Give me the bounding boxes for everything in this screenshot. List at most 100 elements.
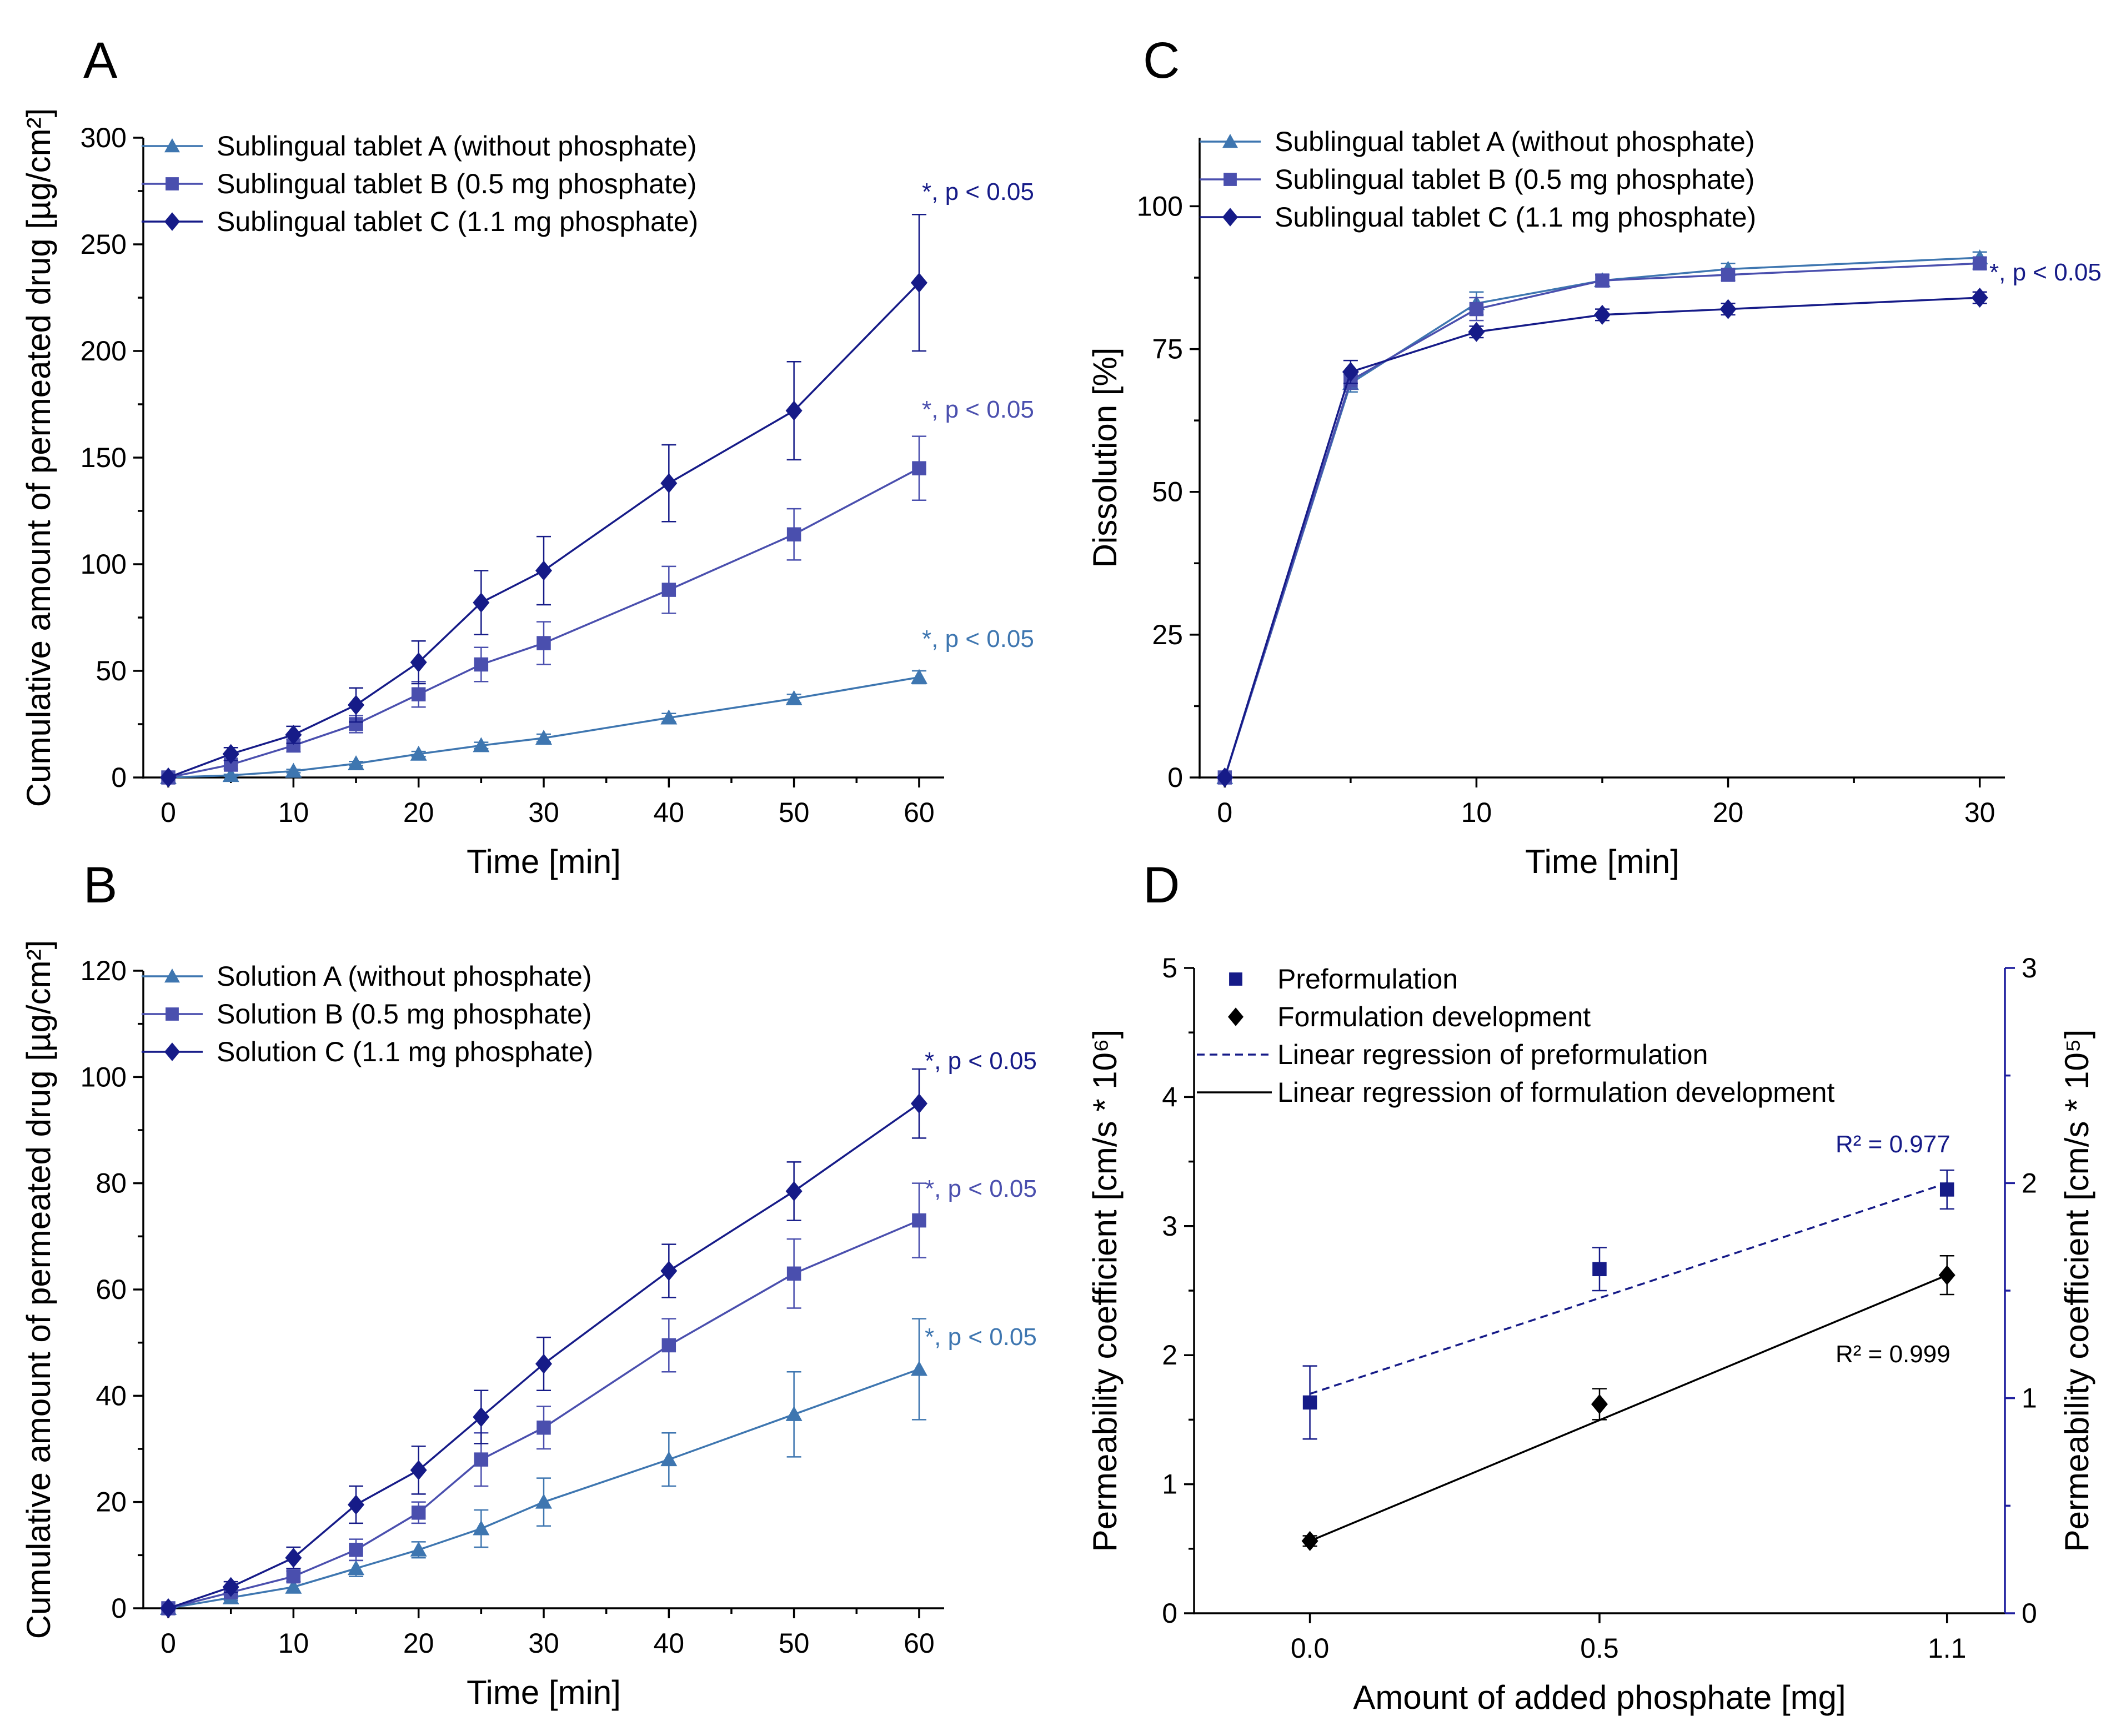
y-tick-label: 25 (1152, 619, 1183, 650)
data-point (660, 1451, 678, 1467)
legend-marker (1228, 1007, 1243, 1026)
series-3: *, p < 0.05 (160, 1047, 1037, 1618)
series-3: *, p < 0.05 (160, 178, 1034, 787)
series-2: *, p < 0.05 (161, 1175, 1037, 1615)
regression-line (1310, 1182, 1948, 1395)
x-tick-label: 10 (278, 1628, 309, 1659)
data-point (473, 1407, 490, 1427)
data-point (1939, 1182, 1954, 1197)
y-tick-label: 60 (96, 1274, 127, 1305)
y-tick-label: 300 (81, 122, 127, 153)
data-point (473, 737, 490, 752)
left-y-tick-label: 0 (1162, 1598, 1177, 1629)
series-line (168, 1220, 920, 1609)
data-point (1216, 767, 1234, 787)
y-tick-label: 120 (81, 955, 127, 986)
significance-annotation: *, p < 0.05 (925, 1323, 1037, 1351)
legend-label: Solution B (0.5 mg phosphate) (217, 999, 591, 1030)
legend-marker (1222, 208, 1238, 227)
legend-label: Sublingual tablet A (without phosphate) (217, 131, 697, 162)
legend-marker (166, 177, 179, 190)
data-point (285, 725, 302, 745)
series-2: *, p < 0.05 (161, 396, 1034, 785)
panel-A: A 0 10 20 30 40 50 60 0 50 100 150 200 250 300 Time [mi… (20, 32, 1034, 880)
data-point (222, 767, 239, 782)
data-point (912, 461, 926, 475)
legend-marker (1224, 173, 1237, 186)
y-tick-label: 80 (96, 1168, 127, 1199)
x-tick-label: 40 (654, 1628, 685, 1659)
y-tick-label: 75 (1152, 334, 1183, 365)
data-point (1301, 1531, 1318, 1551)
data-point (1971, 288, 1988, 308)
legend-marker (164, 969, 180, 983)
right-y-tick-label: 2 (2022, 1167, 2037, 1198)
legend-label: Sublingual tablet C (1.1 mg phosphate) (1275, 202, 1756, 233)
data-point (1938, 1265, 1955, 1286)
r-squared-label: R² = 0.999 (1836, 1341, 1950, 1368)
legend-marker (164, 138, 180, 153)
y-axis-title: Dissolution [%] (1086, 348, 1124, 568)
data-point (1594, 304, 1611, 325)
panel-label: B (83, 857, 117, 914)
data-point (410, 652, 427, 673)
x-tick-label: 30 (528, 797, 559, 828)
x-tick-label: 60 (904, 1628, 935, 1659)
y-axis-title: Cumulative amount of permeated drug [µg/… (20, 940, 57, 1639)
left-y-tick-label: 2 (1162, 1339, 1177, 1371)
y-tick-label: 100 (81, 549, 127, 580)
legend-label: Solution A (without phosphate) (217, 961, 591, 992)
data-point (286, 1569, 301, 1584)
x-axis-title: Time [min] (467, 1674, 621, 1711)
legend-label: Linear regression of preformulation (1277, 1039, 1708, 1070)
regression-line (1309, 1274, 1948, 1542)
left-y-axis-title: Permeability coefficient [cm/s * 10⁶] (1086, 1030, 1124, 1552)
data-point (785, 400, 803, 421)
legend-marker (164, 1042, 180, 1061)
data-point (1342, 362, 1359, 382)
legend: Preformulation Formulation development Lin… (1197, 964, 1834, 1108)
series-line (168, 1102, 920, 1609)
right-y-tick-label: 3 (2022, 952, 2037, 984)
data-point (473, 593, 490, 613)
x-tick-label: 10 (1461, 797, 1492, 828)
r-squared-label: R² = 0.977 (1836, 1131, 1950, 1158)
series-line (168, 676, 920, 779)
series-line (168, 282, 920, 779)
significance-annotation: *, p < 0.05 (922, 178, 1034, 205)
data-point (785, 690, 803, 705)
data-point (1302, 1395, 1317, 1410)
data-point (661, 583, 676, 597)
data-point (910, 1361, 927, 1376)
panel-label: C (1143, 32, 1180, 89)
x-tick-label: 20 (1713, 797, 1744, 828)
data-point (348, 755, 365, 771)
legend-label: Sublingual tablet C (1.1 mg phosphate) (217, 206, 698, 237)
series-1: *, p < 0.05 (160, 1318, 1037, 1615)
data-point (222, 744, 239, 764)
legend-label: Sublingual tablet B (0.5 mg phosphate) (217, 168, 696, 199)
significance-annotation: *, p < 0.05 (1989, 259, 2102, 286)
x-tick-label: 20 (403, 797, 434, 828)
series-1 (1302, 1169, 1954, 1440)
left-y-tick-label: 1 (1162, 1469, 1177, 1500)
x-tick-label: 50 (779, 1628, 810, 1659)
series-line (1224, 257, 1980, 778)
x-tick-label: 60 (904, 797, 935, 828)
legend-marker (1229, 972, 1242, 986)
data-point (222, 1577, 239, 1597)
series-2 (1301, 1255, 1955, 1551)
legend-label: Solution C (1.1 mg phosphate) (217, 1036, 593, 1067)
significance-annotation: *, p < 0.05 (925, 1175, 1037, 1202)
data-point (1972, 256, 1987, 271)
data-point (410, 745, 427, 761)
y-tick-label: 40 (96, 1380, 127, 1411)
data-point (1721, 268, 1736, 282)
panel-D: D 0.0 0.5 1.1 0 1 2 3 4 5 0 1 2 3 Amount of added phos… (1086, 857, 2095, 1716)
data-point (536, 1420, 551, 1435)
x-tick-label: 0.5 (1580, 1633, 1619, 1664)
data-point (786, 1266, 801, 1281)
x-tick-label: 1.1 (1928, 1633, 1967, 1664)
data-point (474, 1452, 489, 1467)
series-2 (1217, 256, 1987, 785)
